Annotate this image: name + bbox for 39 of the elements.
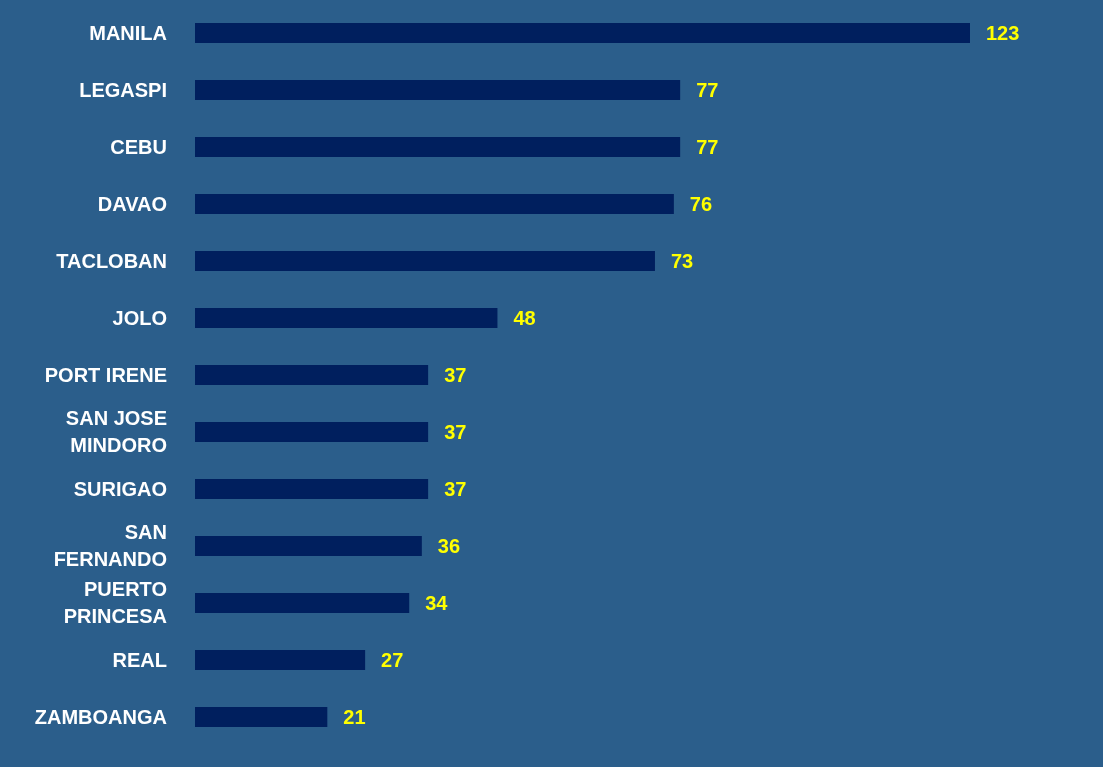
y-tick-label: MANILA xyxy=(89,21,167,44)
bar xyxy=(195,251,655,271)
y-tick-label: SURIGAO xyxy=(73,477,167,500)
bar xyxy=(195,479,429,499)
y-tick-label: JOLO xyxy=(112,306,167,329)
y-tick-label: DAVAO xyxy=(97,192,167,215)
y-tick-label: ZAMBOANGA xyxy=(34,705,167,728)
y-tick-label: TACLOBAN xyxy=(56,249,167,272)
y-tick-label: SAN JOSE MINDORO xyxy=(65,407,167,456)
data-label: 27 xyxy=(381,649,404,672)
bar xyxy=(195,137,681,157)
bar xyxy=(195,23,970,43)
y-tick-label: REAL xyxy=(112,648,167,671)
data-label: 21 xyxy=(343,706,366,729)
data-label: 77 xyxy=(696,136,719,159)
bar xyxy=(195,194,674,214)
bar xyxy=(195,308,498,328)
data-label: 36 xyxy=(437,535,461,558)
data-label: 37 xyxy=(444,421,467,444)
bar xyxy=(195,650,366,670)
bar xyxy=(195,593,410,613)
data-label: 76 xyxy=(689,193,713,216)
y-tick-label: PUERTO PRINCESA xyxy=(63,578,167,627)
data-label: 37 xyxy=(444,478,467,501)
bar xyxy=(195,80,681,100)
data-label: 73 xyxy=(670,250,694,273)
data-label: 34 xyxy=(425,592,449,615)
data-label: 37 xyxy=(444,364,467,387)
y-tick-label: LEGASPI xyxy=(79,78,167,101)
y-tick-label: SAN FERNANDO xyxy=(53,521,167,570)
bar xyxy=(195,536,422,556)
bar xyxy=(195,365,429,385)
bar xyxy=(195,707,328,727)
y-tick-label: CEBU xyxy=(110,135,167,158)
y-tick-label: PORT IRENE xyxy=(44,363,167,386)
data-label: 77 xyxy=(696,79,719,102)
data-label: 123 xyxy=(986,22,1020,45)
bar xyxy=(195,422,429,442)
data-label: 48 xyxy=(513,307,536,330)
